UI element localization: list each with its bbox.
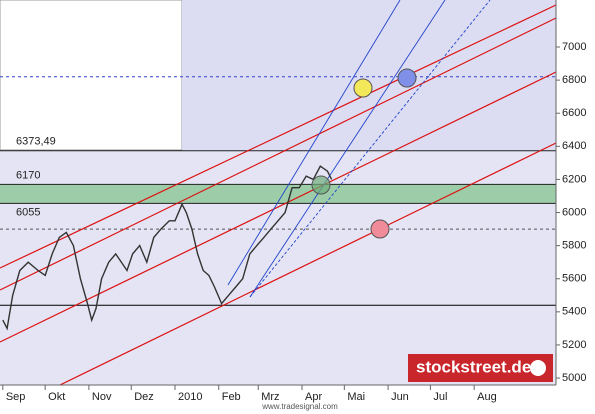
level-label: 6055 [16,206,40,218]
y-tick-label: 5000 [562,372,586,384]
y-tick-label: 7000 [562,41,586,53]
y-tick-label: 5600 [562,273,586,285]
y-tick-label: 6600 [562,107,586,119]
info-box [0,0,183,151]
channel-line [0,71,557,343]
channel-lines [0,4,557,386]
x-tick-label: Mai [347,391,365,403]
source-text: www.tradesignal.com [261,402,338,411]
projection-zone [182,0,556,150]
channel-line [0,17,557,291]
marker-circle [370,219,390,239]
y-tick-label: 5800 [562,240,586,252]
x-tick-label: Sep [6,391,26,403]
x-tick-label: Nov [92,391,112,403]
y-tick-label: 6800 [562,74,586,86]
channel-line [59,142,557,386]
x-tick-label: 2010 [178,391,202,403]
channel-line [0,4,557,269]
trend-line [249,0,446,298]
level-label: 6373,49 [16,136,56,148]
x-tick-label: Dez [134,391,154,403]
level-label: 6170 [16,169,40,181]
x-tick-label: Aug [477,391,497,403]
x-tick-label: Jul [433,391,447,403]
price-line [2,165,333,331]
background-layer [0,76,556,306]
marker-circle [353,78,373,98]
brand-text: stockstreet.de [416,357,531,376]
zone-band [0,184,556,204]
foreground-layer: 6373,49 6170 6055 [2,136,333,331]
x-tick-label: Feb [222,391,241,403]
y-tick-label: 5400 [562,306,586,318]
marker-circle [397,68,417,88]
trend-line [249,0,491,298]
marker-circle [311,175,331,195]
y-tick-label: 5200 [562,339,586,351]
x-tick-label: Okt [48,391,65,403]
y-tick-label: 6000 [562,206,586,218]
x-tick-label: Mrz [261,391,279,403]
x-tick-label: Jun [391,391,409,403]
trend-lines [227,0,491,298]
brand-badge: stockstreet.de [408,354,553,382]
brand-box [408,354,553,382]
x-tick-label: Apr [305,391,322,403]
trend-line [227,0,401,286]
y-tick-label: 6200 [562,173,586,185]
brand-icon [530,360,546,376]
y-tick-label: 6400 [562,140,586,152]
